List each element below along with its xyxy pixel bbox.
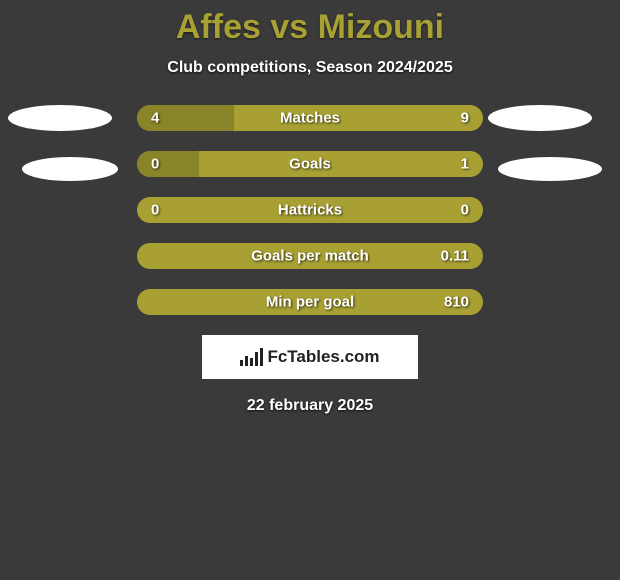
logo: FcTables.com	[240, 347, 379, 367]
stat-row-matches: 4 Matches 9	[137, 105, 483, 131]
portrait-right-2	[498, 157, 602, 181]
stat-right-value: 810	[444, 294, 469, 311]
stat-left-value: 4	[151, 110, 159, 127]
portrait-left-1	[8, 105, 112, 131]
stat-label: Hattricks	[278, 202, 342, 219]
stat-left-value: 0	[151, 202, 159, 219]
stat-row-goals-per-match: Goals per match 0.11	[137, 243, 483, 269]
logo-box[interactable]: FcTables.com	[202, 335, 418, 379]
stat-row-hattricks: 0 Hattricks 0	[137, 197, 483, 223]
stat-label: Min per goal	[266, 294, 354, 311]
bar-chart-icon	[240, 348, 263, 366]
stat-left-value: 0	[151, 156, 159, 173]
stat-row-goals: 0 Goals 1	[137, 151, 483, 177]
stat-fill	[137, 151, 199, 177]
stat-right-value: 9	[461, 110, 469, 127]
portrait-right-1	[488, 105, 592, 131]
page-title: Affes vs Mizouni	[0, 8, 620, 47]
page-subtitle: Club competitions, Season 2024/2025	[0, 59, 620, 77]
portrait-left-2	[22, 157, 118, 181]
stat-right-value: 1	[461, 156, 469, 173]
stat-label: Goals per match	[251, 248, 369, 265]
logo-label: FcTables.com	[267, 347, 379, 367]
stat-right-value: 0.11	[441, 248, 469, 265]
stat-label: Matches	[280, 110, 340, 127]
stat-label: Goals	[289, 156, 331, 173]
stat-right-value: 0	[461, 202, 469, 219]
stat-row-min-per-goal: Min per goal 810	[137, 289, 483, 315]
stats-area: 4 Matches 9 0 Goals 1 0 Hattricks 0 Goal…	[0, 105, 620, 415]
date-label: 22 february 2025	[0, 397, 620, 415]
